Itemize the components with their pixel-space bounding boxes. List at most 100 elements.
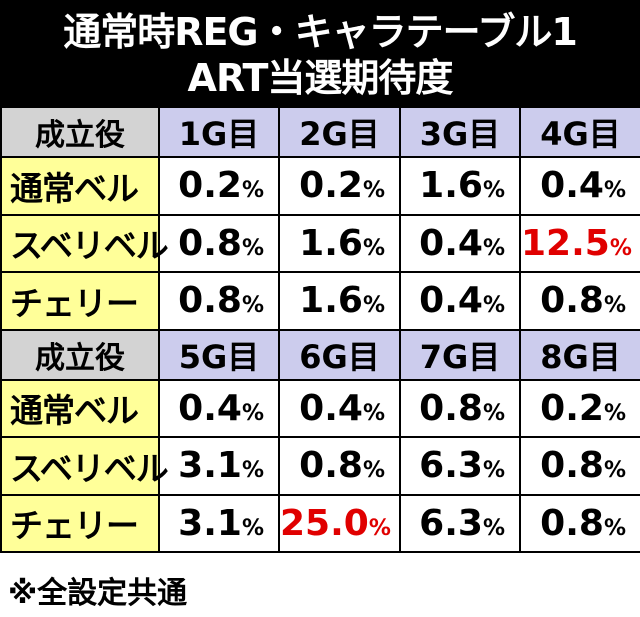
value-number: 0.4 (419, 280, 483, 322)
value-number: 6.3 (419, 502, 483, 544)
value-number: 1.6 (419, 165, 483, 207)
label-header-cell: 成立役 (0, 106, 160, 158)
percent-sign: % (241, 293, 264, 319)
value-number: 0.8 (178, 280, 242, 322)
value-cell: 3.1% (158, 436, 280, 496)
value-number: 0.2 (178, 165, 242, 207)
value-cell: 0.4% (399, 213, 521, 273)
value-cell: 0.2% (278, 156, 401, 216)
value-cell: 0.4% (519, 156, 640, 216)
percent-sign: % (603, 515, 626, 541)
value-number: 6.3 (419, 445, 483, 487)
percent-sign: % (241, 235, 264, 261)
column-header-cell: 5G目 (158, 328, 280, 381)
percent-sign: % (603, 293, 626, 319)
table-row: 通常ベル 0.2% 0.2% 1.6% 0.4% (0, 156, 640, 216)
value-cell: 1.6% (278, 271, 401, 331)
value-number: 3.1 (178, 445, 242, 487)
column-header-cell: 6G目 (278, 328, 401, 381)
highlighted-value-cell: 12.5% (519, 213, 640, 273)
row-label-cell: スベリベル (0, 213, 169, 273)
percent-sign: % (603, 178, 626, 204)
value-number: 0.8 (178, 222, 242, 264)
column-header-cell: 2G目 (278, 106, 401, 158)
percent-sign: % (368, 515, 391, 541)
percent-sign: % (482, 235, 505, 261)
highlighted-value-cell: 25.0% (278, 493, 401, 553)
percent-sign: % (603, 400, 626, 426)
value-cell: 0.8% (158, 213, 280, 273)
percent-sign: % (241, 515, 264, 541)
percent-sign: % (482, 458, 505, 484)
column-header-cell: 3G目 (399, 106, 521, 158)
expectation-table: 成立役 1G目 2G目 3G目 4G目 通常ベル 0.2% 0.2% 1.6% … (0, 106, 640, 553)
column-header-cell: 1G目 (158, 106, 280, 158)
value-cell: 0.8% (519, 493, 640, 553)
value-cell: 0.8% (399, 378, 521, 438)
percent-sign: % (241, 178, 264, 204)
column-header-cell: 7G目 (399, 328, 521, 381)
percent-sign: % (362, 458, 385, 484)
value-number: 0.2 (299, 165, 363, 207)
value-cell: 6.3% (399, 493, 521, 553)
value-cell: 0.4% (399, 271, 521, 331)
value-cell: 0.8% (158, 271, 280, 331)
value-number: 3.1 (178, 502, 242, 544)
value-number: 25.0 (280, 502, 369, 544)
value-cell: 3.1% (158, 493, 280, 553)
value-number: 0.4 (299, 387, 363, 429)
value-number: 0.8 (419, 387, 483, 429)
table-row: チェリー 0.8% 1.6% 0.4% 0.8% (0, 271, 640, 331)
table-row: 通常ベル 0.4% 0.4% 0.8% 0.2% (0, 378, 640, 438)
value-number: 0.2 (540, 387, 604, 429)
value-number: 1.6 (299, 222, 363, 264)
percent-sign: % (241, 400, 264, 426)
row-label-cell: チェリー (0, 493, 160, 553)
value-number: 0.8 (540, 445, 604, 487)
percent-sign: % (609, 235, 632, 261)
table-header-row: 成立役 5G目 6G目 7G目 8G目 (0, 328, 640, 381)
value-number: 1.6 (299, 280, 363, 322)
percent-sign: % (482, 178, 505, 204)
row-label-cell: 通常ベル (0, 156, 160, 216)
value-cell: 6.3% (399, 436, 521, 496)
value-number: 0.8 (299, 445, 363, 487)
value-cell: 1.6% (399, 156, 521, 216)
title-banner: 通常時REG・キャラテーブル1 ART当選期待度 (0, 0, 640, 106)
footnote: ※全設定共通 (8, 576, 188, 611)
value-cell: 0.2% (158, 156, 280, 216)
column-header-cell: 8G目 (519, 328, 640, 381)
page-subtitle: ART当選期待度 (187, 56, 454, 100)
percent-sign: % (362, 400, 385, 426)
percent-sign: % (482, 400, 505, 426)
value-cell: 1.6% (278, 213, 401, 273)
percent-sign: % (482, 293, 505, 319)
value-cell: 0.8% (278, 436, 401, 496)
value-number: 12.5 (521, 222, 610, 264)
value-cell: 0.2% (519, 378, 640, 438)
row-label-cell: 通常ベル (0, 378, 160, 438)
row-label-cell: スベリベル (0, 436, 169, 496)
percent-sign: % (482, 515, 505, 541)
value-number: 0.8 (540, 280, 604, 322)
percent-sign: % (241, 458, 264, 484)
table-row: スベリベル 3.1% 0.8% 6.3% 0.8% (0, 436, 640, 496)
value-number: 0.8 (540, 502, 604, 544)
value-cell: 0.8% (519, 436, 640, 496)
value-cell: 0.4% (158, 378, 280, 438)
row-label-cell: チェリー (0, 271, 160, 331)
table-header-row: 成立役 1G目 2G目 3G目 4G目 (0, 106, 640, 158)
table-row: スベリベル 0.8% 1.6% 0.4% 12.5% (0, 213, 640, 273)
percent-sign: % (603, 458, 626, 484)
value-cell: 0.4% (278, 378, 401, 438)
value-number: 0.4 (178, 387, 242, 429)
table-row: チェリー 3.1% 25.0% 6.3% 0.8% (0, 493, 640, 553)
label-header-cell: 成立役 (0, 328, 160, 381)
page-title: 通常時REG・キャラテーブル1 (63, 10, 578, 54)
value-cell: 0.8% (519, 271, 640, 331)
column-header-cell: 4G目 (519, 106, 640, 158)
percent-sign: % (362, 293, 385, 319)
value-number: 0.4 (419, 222, 483, 264)
value-number: 0.4 (540, 165, 604, 207)
percent-sign: % (362, 235, 385, 261)
